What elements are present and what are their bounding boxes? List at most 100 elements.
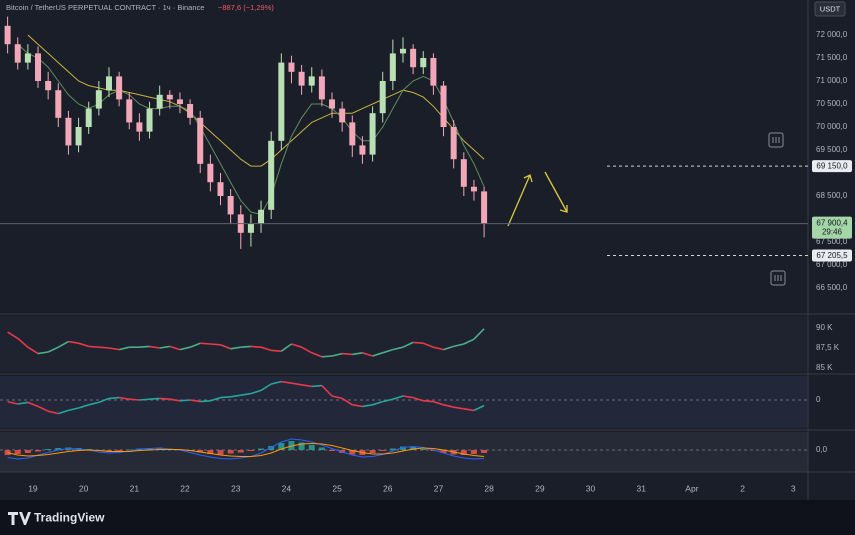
candle-body xyxy=(440,85,447,127)
last-price-tag xyxy=(812,216,852,239)
indicator-segment xyxy=(382,348,394,354)
indicator-segment xyxy=(372,400,383,406)
indicator-segment xyxy=(139,398,150,401)
price-tag-label: 69 150,0 xyxy=(816,162,848,171)
candle-body xyxy=(166,94,173,100)
indicator-segment xyxy=(78,342,89,348)
candle-body xyxy=(399,48,406,54)
x-tick-label: 28 xyxy=(484,483,494,493)
histogram-bar xyxy=(207,450,214,454)
moving-average xyxy=(27,34,485,167)
currency-box[interactable] xyxy=(814,1,846,17)
candle-body xyxy=(298,71,305,86)
indicator-segment xyxy=(139,345,150,348)
indicator-segment xyxy=(17,337,29,348)
histogram-bar xyxy=(329,450,336,451)
indicator-segment xyxy=(159,345,170,349)
x-tick-label: 26 xyxy=(383,483,393,493)
indicator-segment xyxy=(179,346,191,351)
indicator-segment xyxy=(463,408,475,412)
candle-body xyxy=(460,159,467,187)
last-price-label: 67 900,4 xyxy=(816,219,848,228)
indicator-segment xyxy=(57,340,69,348)
histogram-bar xyxy=(460,450,467,455)
indicator-segment xyxy=(260,346,272,352)
indicator-segment xyxy=(27,346,39,355)
indicator-segment xyxy=(250,389,262,395)
y-tick-label: 67 000,0 xyxy=(816,260,848,269)
indicator-segment xyxy=(118,396,130,400)
price-change: −887,6 (−1,29%) xyxy=(218,3,274,12)
indicator-segment xyxy=(47,346,59,353)
indicator-segment xyxy=(281,380,292,384)
indicator-segment xyxy=(200,342,211,345)
indicator-segment xyxy=(443,345,454,351)
indicator-segment xyxy=(433,400,444,406)
indicator-segment xyxy=(17,401,29,405)
candle-body xyxy=(278,62,285,141)
indicator-segment xyxy=(230,346,241,350)
y-tick-label: 0 xyxy=(816,395,821,404)
indicator-segment xyxy=(402,395,414,399)
price-tag-label: 67 205,5 xyxy=(816,251,848,260)
indicator-segment xyxy=(342,352,353,356)
x-tick-label: 21 xyxy=(130,483,140,493)
y-tick-label: 67 500,0 xyxy=(816,237,848,246)
candle-body xyxy=(481,191,488,224)
histogram-bar xyxy=(247,450,254,451)
indicator-segment xyxy=(382,398,394,403)
indicator-segment xyxy=(149,345,160,349)
bar-countdown: 29:46 xyxy=(822,228,843,237)
indicator-segment xyxy=(362,404,373,408)
candle-body xyxy=(217,182,224,196)
candle-body xyxy=(85,108,92,127)
histogram-bar xyxy=(369,450,376,453)
indicator-segment xyxy=(129,398,140,401)
icon-button[interactable] xyxy=(770,270,786,286)
histogram-bar xyxy=(470,450,477,454)
indicator-segment xyxy=(37,351,49,355)
x-tick-label: 31 xyxy=(636,483,646,493)
histogram-bar xyxy=(379,450,386,451)
candle-body xyxy=(318,76,325,100)
candle-body xyxy=(247,223,254,233)
candle-body xyxy=(75,126,82,146)
indicator-segment xyxy=(169,345,181,351)
indicator-segment xyxy=(78,404,89,409)
histogram-bar xyxy=(146,448,153,450)
candle-body xyxy=(410,48,417,68)
histogram-bar xyxy=(399,446,406,450)
candle-body xyxy=(379,81,386,114)
y-tick-label: 66 500,0 xyxy=(816,283,848,292)
indicator-segment xyxy=(200,400,211,403)
indicator-segment xyxy=(37,405,49,412)
candle-body xyxy=(136,122,143,132)
indicator-segment xyxy=(98,346,110,349)
indicator-segment xyxy=(321,355,333,358)
indicator-segment xyxy=(422,342,434,348)
candle-body xyxy=(450,126,457,160)
candle-body xyxy=(329,99,336,109)
indicator-segment xyxy=(271,380,282,385)
indicator-segment xyxy=(189,342,201,348)
currency-label: USDT xyxy=(820,4,841,13)
icon-button[interactable] xyxy=(768,132,784,148)
indicator-segment xyxy=(311,384,322,388)
indicator-segment xyxy=(291,343,302,348)
candle-body xyxy=(187,104,194,118)
candle-body xyxy=(268,140,275,210)
candle-body xyxy=(389,53,396,82)
indicator-segment xyxy=(240,345,251,348)
macd-line xyxy=(7,442,485,457)
icon xyxy=(772,137,780,143)
candle-body xyxy=(95,90,102,109)
logo-mark xyxy=(8,512,31,525)
indicator-segment xyxy=(7,400,18,405)
indicator-segment xyxy=(88,401,100,406)
indicator-segment xyxy=(301,384,312,388)
indicator-segment xyxy=(58,409,69,415)
histogram-bar xyxy=(308,445,315,450)
histogram-bar xyxy=(55,448,62,450)
indicator-segment xyxy=(159,397,170,400)
x-tick-label: 22 xyxy=(180,483,190,493)
